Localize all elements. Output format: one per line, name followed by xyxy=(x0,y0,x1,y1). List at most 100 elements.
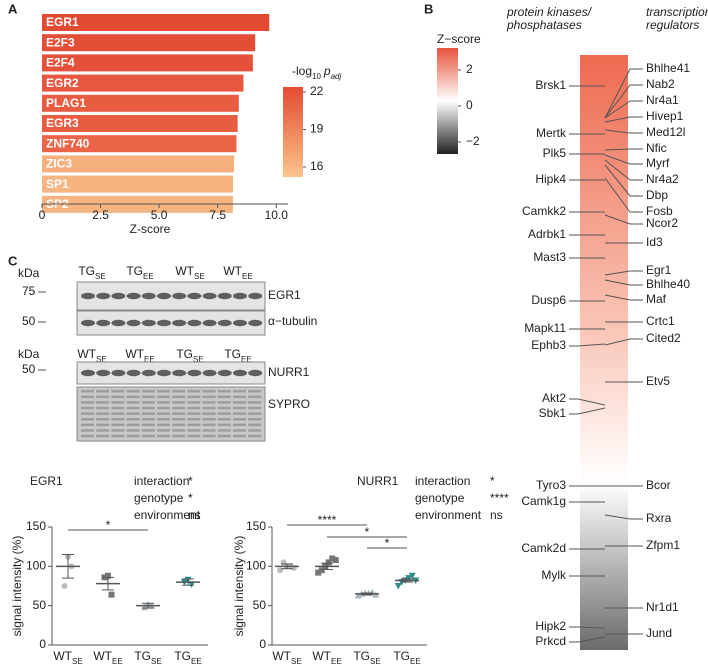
blot-group: WTEE xyxy=(125,347,154,363)
smear-band xyxy=(157,423,170,427)
smear-band xyxy=(141,434,155,438)
gene-label: Adrbk1 xyxy=(528,227,566,241)
pointer xyxy=(604,154,643,165)
band xyxy=(202,369,217,377)
stat-name: environment xyxy=(134,508,201,522)
y-tick-label: 0 xyxy=(39,637,46,651)
title-part: -log xyxy=(292,64,312,78)
colorbar-tick-label: 19 xyxy=(310,122,324,136)
panel-label: A xyxy=(8,1,18,16)
bar xyxy=(42,155,235,173)
band xyxy=(248,369,263,377)
smear-band xyxy=(187,423,201,427)
stat-sig: ns xyxy=(188,508,201,522)
gene-label: Id3 xyxy=(646,235,663,249)
label-sub: SE xyxy=(370,657,381,666)
smear-band xyxy=(233,412,246,415)
smear-band xyxy=(81,434,94,438)
band xyxy=(233,369,247,377)
x-tick-label: WTSE xyxy=(53,649,82,665)
gene-label: Dbp xyxy=(646,188,668,202)
bar xyxy=(42,34,256,52)
pointer xyxy=(604,159,643,181)
colorbar-tick-label: 22 xyxy=(310,84,324,98)
smear-band xyxy=(187,395,201,399)
bar xyxy=(42,94,239,112)
label-main: TG xyxy=(78,264,95,278)
stat-name: interaction xyxy=(134,474,189,488)
stat-sig: * xyxy=(188,491,193,505)
smear-band xyxy=(233,401,246,404)
label-sub: EE xyxy=(410,657,421,666)
smear-band xyxy=(233,418,246,421)
colorbar-tick-label: 16 xyxy=(310,159,324,173)
smear-band xyxy=(126,429,140,432)
sig-label: * xyxy=(385,536,390,550)
gene-label: Bhlhe40 xyxy=(646,277,690,291)
sig-label: * xyxy=(106,518,111,532)
y-axis-label: signal intensity (%) xyxy=(10,536,24,637)
pointer xyxy=(604,116,643,123)
gene-label: Mapk11 xyxy=(524,321,566,335)
band xyxy=(157,369,171,377)
y-tick-label: 150 xyxy=(246,519,266,533)
smear-band xyxy=(96,434,110,438)
x-tick-label: TGEE xyxy=(393,649,420,665)
smear-band xyxy=(202,434,216,438)
smear-band xyxy=(157,401,170,404)
band-label: EGR1 xyxy=(268,288,301,302)
smear-band xyxy=(141,401,155,404)
title-part: adj xyxy=(331,72,342,81)
smear-band xyxy=(172,390,186,393)
smear-band xyxy=(96,423,110,427)
stat-name: genotype xyxy=(415,491,465,505)
band xyxy=(248,319,263,327)
smear-band xyxy=(111,429,125,432)
label-main: WT xyxy=(125,347,144,361)
label-sub: SE xyxy=(72,657,83,666)
band xyxy=(111,292,126,300)
smear-band xyxy=(141,423,155,427)
gene-label: Ncor2 xyxy=(646,216,678,230)
bar xyxy=(42,175,233,193)
point xyxy=(394,583,402,590)
smear-band xyxy=(233,434,246,438)
blot-group: TGEE xyxy=(126,264,153,280)
gene-label: Nfic xyxy=(646,141,667,155)
smear-band xyxy=(172,395,186,399)
smear-band xyxy=(157,412,170,415)
smear-band xyxy=(217,401,231,404)
label-main: WT xyxy=(312,649,331,663)
gene-label: Mast3 xyxy=(533,250,566,264)
smear-band xyxy=(157,406,170,410)
stat-name: genotype xyxy=(134,491,184,505)
label-main: WT xyxy=(175,264,194,278)
band xyxy=(202,319,217,327)
bar xyxy=(42,14,270,31)
smear-band xyxy=(172,429,186,432)
pointer xyxy=(604,129,643,134)
smear-band xyxy=(96,395,110,399)
band xyxy=(233,292,247,300)
smear-band xyxy=(187,390,201,393)
smear-band xyxy=(202,423,216,427)
gene-label: Zfpm1 xyxy=(646,538,680,552)
error-bar xyxy=(281,563,293,570)
gene-label: Dusp6 xyxy=(531,293,566,307)
smear-band xyxy=(141,412,155,415)
label-sub: SE xyxy=(193,355,204,364)
colorbar-title: -log10 padj xyxy=(292,64,342,80)
label-sub: EE xyxy=(143,272,154,281)
x-tick-label: TGSE xyxy=(134,649,161,665)
smear-band xyxy=(202,406,216,410)
label-main: TG xyxy=(224,347,241,361)
y-tick-label: 50 xyxy=(33,598,47,612)
x-tick-label: WTEE xyxy=(312,649,341,665)
gene-label: Hipk4 xyxy=(535,172,566,186)
y-tick-label: 150 xyxy=(26,519,46,533)
x-tick-label: WTEE xyxy=(93,649,122,665)
smear-band xyxy=(172,412,186,415)
error-bar xyxy=(62,554,74,579)
smear-band xyxy=(81,423,94,427)
